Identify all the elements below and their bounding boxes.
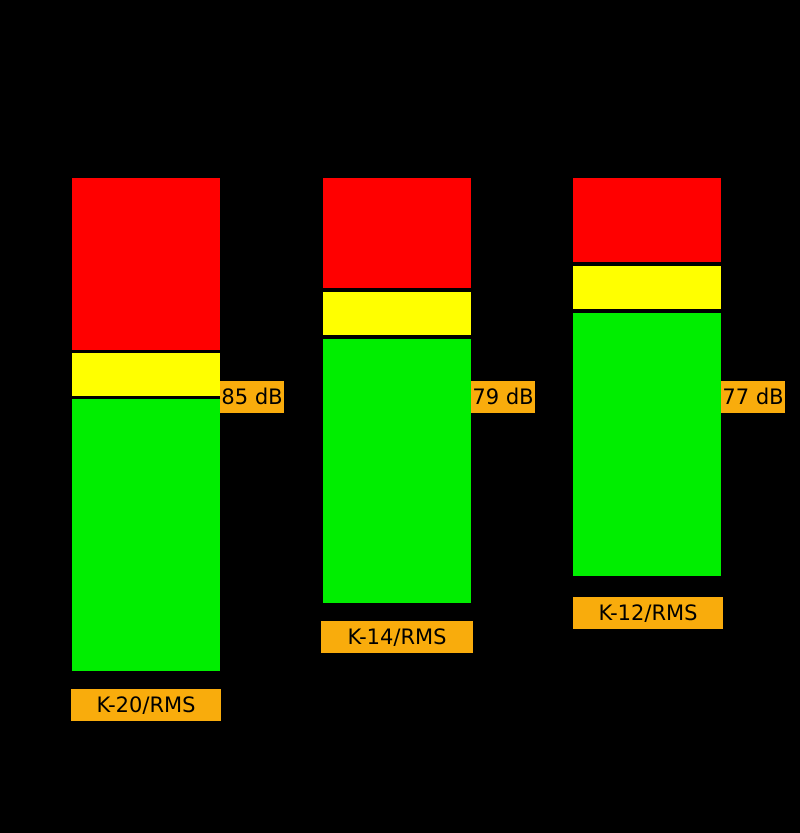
meter-name-label: K-20/RMS xyxy=(71,689,221,721)
meter-name-label: K-12/RMS xyxy=(573,597,723,629)
meter-yellow-zone xyxy=(573,266,721,309)
spl-label: 79 dB xyxy=(471,381,535,413)
meter-red-zone xyxy=(323,178,471,288)
spl-label: 77 dB xyxy=(721,381,785,413)
meter-green-zone xyxy=(323,339,471,603)
spl-label: 85 dB xyxy=(220,381,284,413)
meter-yellow-zone xyxy=(323,292,471,335)
meter-green-zone xyxy=(573,313,721,576)
meter-name-label: K-14/RMS xyxy=(321,621,473,653)
meter-green-zone xyxy=(72,399,220,671)
meter-yellow-zone xyxy=(72,353,220,396)
meter-red-zone xyxy=(72,178,220,350)
meter-red-zone xyxy=(573,178,721,262)
